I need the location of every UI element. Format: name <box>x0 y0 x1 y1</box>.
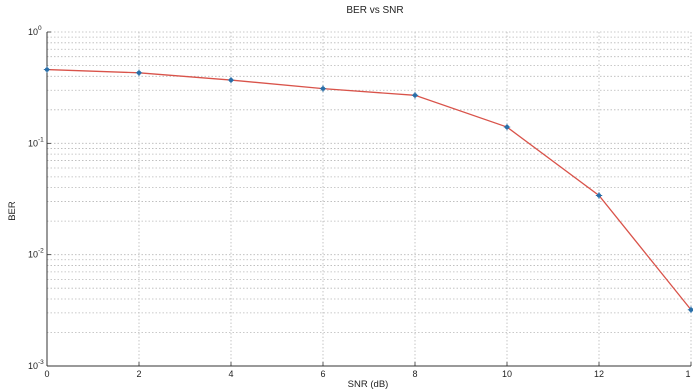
y-tick-exponent: 0 <box>38 25 42 32</box>
y-axis-label: BER <box>7 201 18 221</box>
x-tick-label: 8 <box>412 369 417 379</box>
chart-title: BER vs SNR <box>346 5 403 16</box>
x-tick-label: 1 <box>685 369 690 379</box>
x-tick-label: 2 <box>136 369 141 379</box>
ber-data-point <box>135 69 143 77</box>
x-tick-label: 4 <box>228 369 233 379</box>
ber-data-point <box>227 76 235 84</box>
ber-data-point <box>595 192 603 199</box>
ber-data-point <box>319 85 327 92</box>
y-tick-label: 10-2 <box>28 248 44 260</box>
ber-data-point <box>43 66 51 73</box>
ber-series-line <box>46 68 692 311</box>
grid <box>46 31 692 367</box>
data-series <box>43 66 693 313</box>
ber-data-point <box>687 306 693 313</box>
x-tick-label: 0 <box>44 369 49 379</box>
y-tick-label: 10-3 <box>28 359 44 371</box>
ber-data-point <box>411 92 419 99</box>
x-axis-label: SNR (dB) <box>348 379 389 390</box>
labels: BER vs SNR SNR (dB) BER <box>7 5 404 390</box>
x-tick-label: 10 <box>502 369 512 379</box>
y-tick-base: 10 <box>28 27 38 37</box>
y-tick-exponent: -2 <box>38 248 44 255</box>
y-tick-base: 10 <box>28 138 38 148</box>
y-tick-exponent: -3 <box>38 359 44 366</box>
y-tick-label: 10-1 <box>28 136 44 148</box>
x-tick-label: 12 <box>594 369 604 379</box>
y-tick-base: 10 <box>28 361 38 371</box>
x-tick-label: 6 <box>320 369 325 379</box>
y-tick-exponent: -1 <box>38 136 44 143</box>
y-tick-label: 100 <box>28 25 42 37</box>
y-tick-base: 10 <box>28 250 38 260</box>
ber-data-point <box>503 123 511 131</box>
